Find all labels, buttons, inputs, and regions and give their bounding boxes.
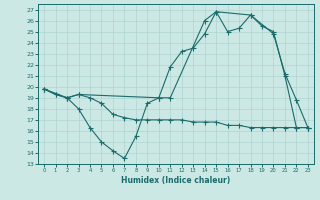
X-axis label: Humidex (Indice chaleur): Humidex (Indice chaleur) bbox=[121, 176, 231, 185]
